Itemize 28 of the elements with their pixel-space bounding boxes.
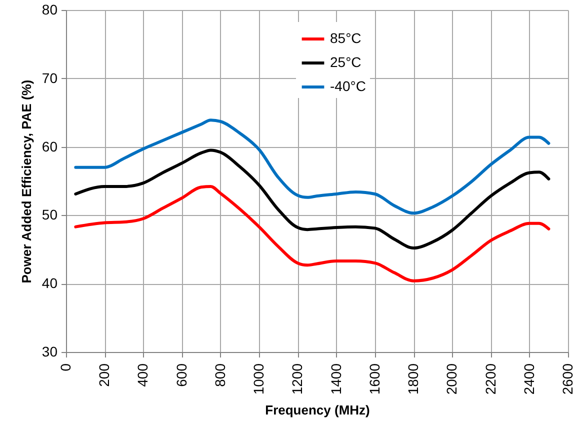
legend-label: 25°C	[330, 54, 362, 70]
y-axis-title: Power Added Efficiency, PAE (%)	[18, 80, 34, 284]
y-tick-label: 70	[42, 70, 58, 86]
x-tick-label: 2600	[560, 363, 575, 395]
y-tick-label: 30	[42, 344, 58, 360]
line-series	[74, 148, 550, 250]
x-tick-label: 2400	[520, 363, 537, 395]
x-axis-title: Frequency (MHz)	[265, 402, 370, 418]
x-tick-label: 1000	[250, 363, 267, 395]
x-tick-label: 2000	[444, 363, 460, 395]
legend-label: -40°C	[330, 78, 366, 94]
x-tick-label: 600	[173, 363, 190, 387]
line-series	[74, 184, 550, 282]
x-tick-label: 1600	[366, 363, 382, 395]
x-tick-label: 400	[134, 363, 151, 387]
x-tick-label: 1800	[405, 363, 422, 395]
y-tick-label: 80	[42, 2, 58, 18]
legend-label: 85°C	[330, 30, 362, 46]
y-tick-label: 40	[42, 275, 58, 292]
y-tick-label: 60	[42, 138, 58, 154]
x-tick-label: 2200	[482, 363, 498, 395]
x-tick-label: 200	[96, 363, 112, 387]
x-tick-label: 1200	[289, 363, 306, 395]
line-series	[74, 118, 550, 215]
y-tick-label: 50	[42, 206, 58, 223]
x-tick-label: 0	[58, 363, 74, 372]
x-tick-label: 1400	[328, 363, 344, 395]
x-tick-label: 800	[212, 363, 228, 387]
